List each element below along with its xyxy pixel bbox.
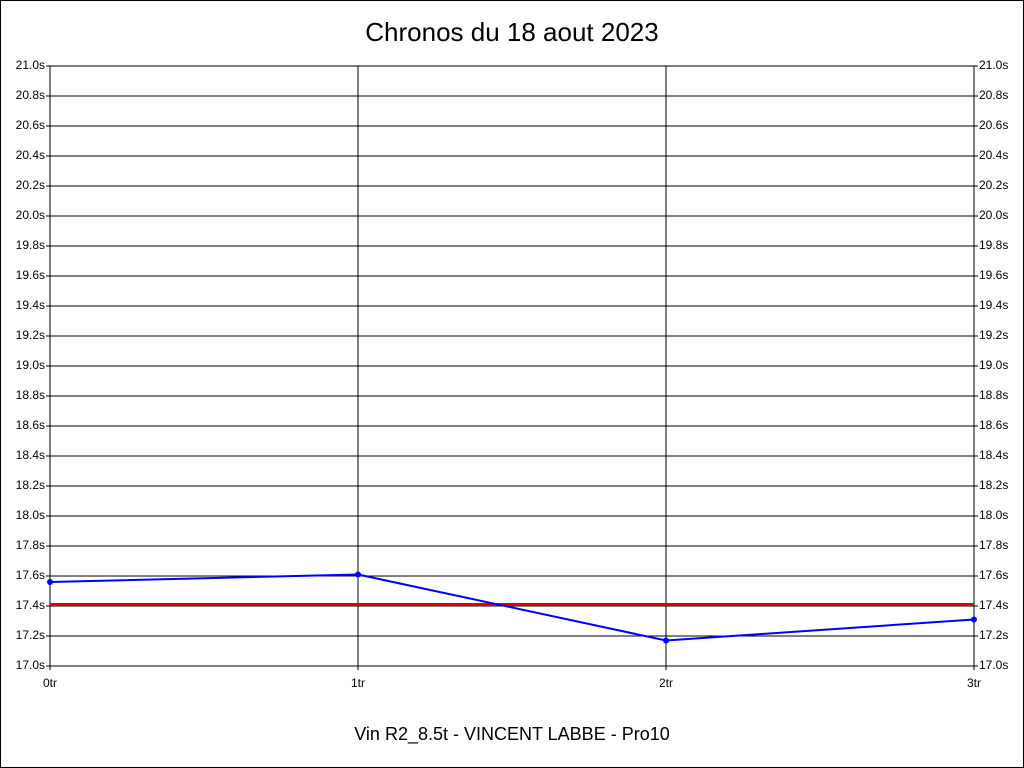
y-tick-label-right: 19.4s — [979, 298, 1008, 312]
plot-border — [49, 65, 975, 667]
y-tick-label-right: 20.6s — [979, 118, 1008, 132]
y-tick-label: 20.4s — [16, 148, 45, 162]
x-tick-label: 3tr — [967, 676, 981, 690]
x-tick-label: 2tr — [659, 676, 673, 690]
y-tick-label-right: 17.4s — [979, 598, 1008, 612]
y-tick-label-right: 20.0s — [979, 208, 1008, 222]
x-axis-label: Vin R2_8.5t - VINCENT LABBE - Pro10 — [354, 724, 669, 745]
y-tick-label-right: 20.2s — [979, 178, 1008, 192]
y-tick-label-right: 19.6s — [979, 268, 1008, 282]
point — [971, 616, 977, 623]
x-tick-label: 1tr — [351, 676, 365, 690]
y-tick-label: 17.4s — [16, 598, 45, 612]
y-tick-label: 18.8s — [16, 388, 45, 402]
y-tick-label-right: 17.2s — [979, 628, 1008, 642]
y-tick-label-right: 18.4s — [979, 448, 1008, 462]
y-tick-label: 19.6s — [16, 268, 45, 282]
y-tick-label: 20.6s — [16, 118, 45, 132]
y-tick-label-right: 19.2s — [979, 328, 1008, 342]
y-tick-label: 21.0s — [16, 58, 45, 72]
point — [663, 637, 669, 644]
y-tick-label-right: 20.4s — [979, 148, 1008, 162]
y-tick-label-right: 18.8s — [979, 388, 1008, 402]
y-tick-label-right: 19.0s — [979, 358, 1008, 372]
y-tick-label-right: 17.6s — [979, 568, 1008, 582]
y-tick-label: 18.4s — [16, 448, 45, 462]
y-tick-label: 18.6s — [16, 418, 45, 432]
y-tick-label-right: 17.8s — [979, 538, 1008, 552]
y-tick-label: 20.0s — [16, 208, 45, 222]
y-tick-label: 20.2s — [16, 178, 45, 192]
y-tick-label: 18.0s — [16, 508, 45, 522]
y-tick-label: 17.2s — [16, 628, 45, 642]
y-tick-label: 19.4s — [16, 298, 45, 312]
y-tick-label: 19.0s — [16, 358, 45, 372]
x-tick-label: 0tr — [43, 676, 57, 690]
y-tick-label: 20.8s — [16, 88, 45, 102]
y-tick-label: 17.0s — [16, 658, 45, 672]
point — [47, 579, 53, 585]
y-tick-label-right: 20.8s — [979, 88, 1008, 102]
point — [355, 571, 361, 578]
y-tick-label-right: 21.0s — [979, 58, 1008, 72]
y-tick-label: 19.8s — [16, 238, 45, 252]
y-tick-label: 17.8s — [16, 538, 45, 552]
series-line — [49, 573, 975, 642]
chart-title: Chronos du 18 aout 2023 — [365, 17, 658, 47]
y-tick-label-right: 18.0s — [979, 508, 1008, 522]
y-tick-label: 17.6s — [16, 568, 45, 582]
y-tick-label-right: 17.0s — [979, 658, 1008, 672]
y-tick-label: 18.2s — [16, 478, 45, 492]
y-tick-label-right: 18.2s — [979, 478, 1008, 492]
y-tick-label: 19.2s — [16, 328, 45, 342]
y-tick-label-right: 18.6s — [979, 418, 1008, 432]
y-tick-label-right: 19.8s — [979, 238, 1008, 252]
